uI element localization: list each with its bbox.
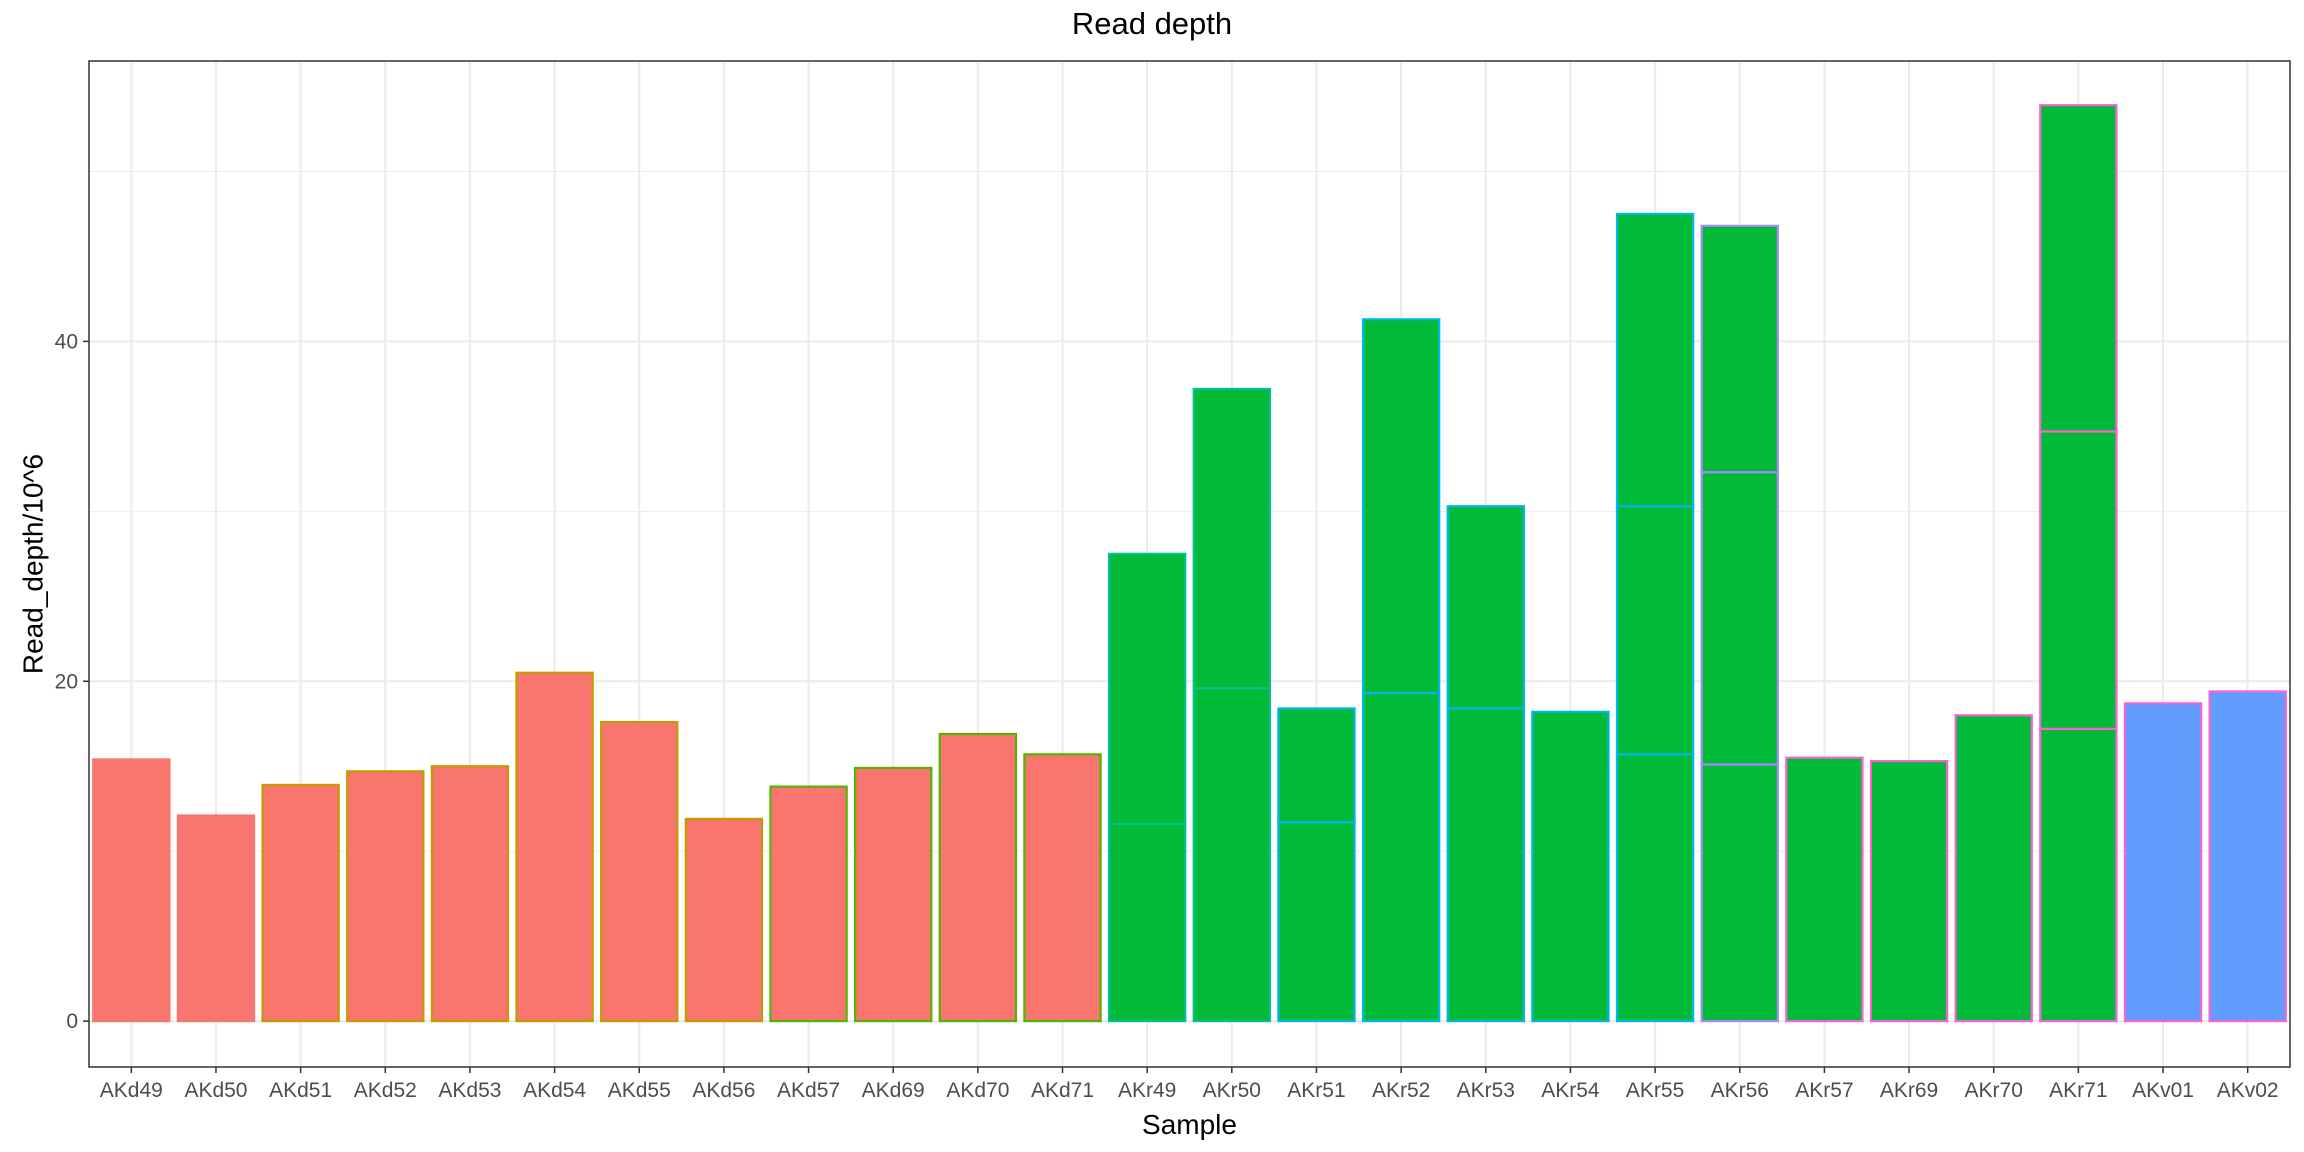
bar-AKd49-segment-1	[92, 758, 171, 1023]
x-tick-label: AKv02	[2217, 1079, 2279, 1102]
bar-AKd56-segment-1	[684, 817, 764, 1023]
x-tick-label: AKd56	[692, 1079, 755, 1102]
y-axis: 0 20 40	[55, 330, 89, 1033]
bar-AKd52-segment-1	[346, 770, 425, 1023]
x-tick-label: AKr54	[1541, 1079, 1600, 1102]
y-tick-label: 0	[66, 1010, 78, 1033]
bar-AKd71-segment-1	[1023, 753, 1102, 1023]
bar-AKr69-segment-1	[1869, 760, 1949, 1023]
x-tick-label: AKd50	[184, 1079, 247, 1102]
bar-AKr51-segment-1	[1277, 821, 1356, 1023]
x-axis-title: Sample	[1142, 1109, 1237, 1140]
y-tick-label: 20	[55, 670, 78, 693]
x-tick-label: AKr49	[1118, 1079, 1176, 1102]
bar-AKd50-segment-1	[176, 814, 256, 1023]
y-axis-title: Read_depth/10^6	[17, 454, 48, 674]
bar-AKr52-segment-1	[1361, 692, 1441, 1023]
x-tick-label: AKr69	[1880, 1079, 1938, 1102]
bar-AKr71-segment-2	[2039, 430, 2118, 730]
bar-AKr55-segment-3	[1615, 212, 1695, 508]
bar-AKd57-segment-1	[769, 785, 848, 1023]
bar-AKr56-segment-2	[1700, 471, 1779, 766]
bar-AKr55-segment-1	[1615, 753, 1695, 1023]
bar-AKr56-segment-3	[1700, 224, 1779, 474]
bar-AKr55-segment-2	[1615, 505, 1695, 756]
bar-AKr54-segment-1	[1531, 710, 1610, 1023]
x-tick-label: AKr53	[1457, 1079, 1515, 1102]
bar-AKd54-segment-1	[515, 671, 594, 1023]
x-tick-label: AKd57	[777, 1079, 840, 1102]
x-tick-label: AKv01	[2132, 1079, 2194, 1102]
bar-AKr50-segment-1	[1192, 686, 1272, 1023]
x-tick-label: AKd49	[100, 1079, 163, 1102]
x-tick-label: AKr71	[2049, 1079, 2107, 1102]
chart-title: Read depth	[1071, 6, 1233, 41]
x-tick-label: AKr57	[1795, 1079, 1853, 1102]
x-tick-label: AKd55	[608, 1079, 671, 1102]
x-tick-label: AKd71	[1031, 1079, 1094, 1102]
bar-AKd53-segment-1	[430, 765, 510, 1023]
bar-AKr57-segment-1	[1785, 756, 1864, 1023]
bar-AKd70-segment-1	[938, 732, 1018, 1023]
x-tick-label: AKd52	[354, 1079, 417, 1102]
x-tick-label: AKd53	[438, 1079, 501, 1102]
x-tick-label: AKd51	[269, 1079, 332, 1102]
bar-AKd51-segment-1	[261, 783, 340, 1023]
y-tick-label: 40	[55, 330, 78, 353]
x-tick-label: AKr56	[1711, 1079, 1769, 1102]
x-tick-label: AKr52	[1372, 1079, 1430, 1102]
bars	[92, 104, 2287, 1023]
bar-AKr56-segment-1	[1700, 763, 1779, 1023]
x-tick-label: AKr50	[1203, 1079, 1261, 1102]
bar-AKr52-segment-2	[1361, 318, 1441, 695]
bar-AKd55-segment-1	[600, 720, 679, 1023]
bar-AKr53-segment-1	[1446, 707, 1525, 1023]
bar-AKr50-segment-2	[1192, 387, 1272, 690]
x-tick-label: AKd69	[862, 1079, 925, 1102]
bar-AKr53-segment-2	[1446, 505, 1525, 710]
panel-border	[88, 60, 2291, 1068]
bar-AKr49-segment-2	[1107, 552, 1187, 826]
bar-AKv01-segment-1	[2123, 702, 2203, 1023]
bar-AKr49-segment-1	[1107, 822, 1187, 1023]
bar-AKv02-segment-1	[2208, 690, 2287, 1023]
x-tick-label: AKd54	[523, 1079, 586, 1102]
bar-AKr71-segment-3	[2039, 104, 2118, 433]
bar-AKr71-segment-1	[2039, 727, 2118, 1023]
x-tick-label: AKd70	[946, 1079, 1009, 1102]
bar-AKd69-segment-1	[854, 766, 933, 1023]
x-tick-label: AKr55	[1626, 1079, 1684, 1102]
bar-AKr70-segment-1	[1954, 714, 2033, 1023]
x-tick-label: AKr51	[1287, 1079, 1345, 1102]
bar-AKr51-segment-2	[1277, 707, 1356, 824]
x-tick-label: AKr70	[1965, 1079, 2023, 1102]
x-axis: AKd49 AKd50 AKd51 AKd52 AKd53 AKd54 AKd55 AKd56…	[100, 1067, 2279, 1102]
